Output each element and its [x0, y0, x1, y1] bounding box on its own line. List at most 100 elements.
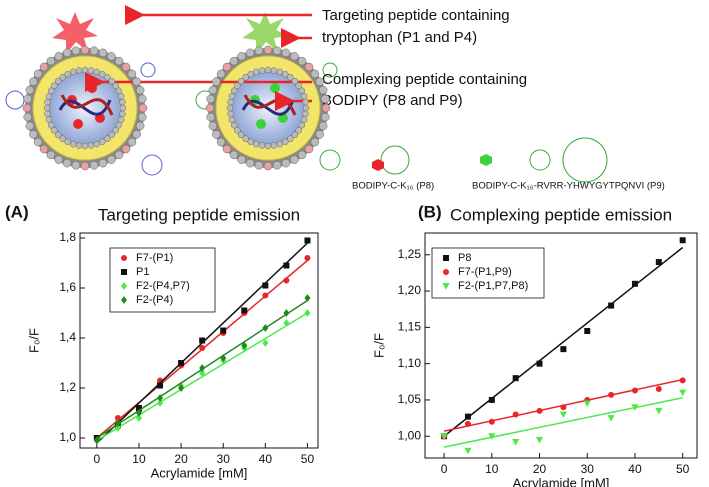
- diagram-label: Targeting peptide containing: [322, 7, 510, 24]
- lipid-head: [132, 130, 141, 139]
- lipid-head: [281, 158, 291, 168]
- lipid-head: [228, 93, 236, 100]
- lipid-head: [44, 110, 51, 118]
- point: [114, 419, 121, 427]
- red-star: [52, 12, 98, 54]
- lipid-head: [276, 68, 283, 76]
- point: [241, 341, 248, 350]
- lipid-head: [315, 77, 324, 86]
- lipid-head: [300, 93, 308, 100]
- lipid-head: [290, 52, 299, 61]
- lipid-head: [121, 62, 131, 72]
- lipid-head: [138, 94, 147, 104]
- x-tick-label: 0: [94, 452, 101, 466]
- point: [199, 345, 206, 351]
- point: [464, 420, 471, 427]
- diagram-label: tryptophan (P1 and P4): [322, 29, 477, 46]
- lipid-head: [135, 121, 145, 131]
- lipid-head: [234, 82, 241, 89]
- point: [135, 409, 142, 417]
- lipid-head: [64, 70, 71, 78]
- point: [536, 407, 543, 414]
- x-axis-label: Acrylamide [mM]: [151, 465, 248, 480]
- lipid-head: [64, 138, 71, 146]
- lipid-head: [33, 137, 43, 147]
- point: [304, 255, 311, 261]
- lipid-head: [310, 137, 320, 147]
- lipid-head: [117, 116, 125, 123]
- lipid-head: [59, 135, 66, 142]
- lipid-head: [23, 112, 32, 122]
- lipid-head: [264, 142, 272, 150]
- lipid-head: [222, 62, 232, 72]
- chart-title: Complexing peptide emission: [450, 205, 672, 224]
- lipid-head: [229, 56, 239, 66]
- lipid-head: [89, 46, 99, 55]
- lipid-head: [263, 45, 273, 55]
- lipid-head: [98, 158, 108, 168]
- bodipy-p8: [372, 159, 384, 171]
- x-tick-label: 50: [676, 462, 690, 476]
- lipid-head: [54, 155, 63, 164]
- lipid-head: [80, 161, 90, 171]
- lipid-head: [119, 98, 126, 106]
- point: [679, 389, 687, 397]
- lipid-head: [281, 48, 291, 58]
- lipid-head: [138, 112, 147, 122]
- point: [655, 386, 662, 393]
- lipid-head: [115, 122, 123, 129]
- point: [679, 237, 686, 244]
- y-tick-label: 1,15: [398, 320, 422, 334]
- point: [464, 447, 472, 455]
- lipid-head: [227, 110, 234, 118]
- lipid-head: [29, 77, 38, 86]
- lipid-head: [98, 48, 108, 58]
- lipid-head: [298, 122, 306, 129]
- y-tick-label: 1,10: [398, 356, 422, 370]
- point: [608, 391, 615, 398]
- x-axis-label: Acrylamide [mM]: [513, 475, 610, 487]
- lipid-head: [229, 150, 239, 160]
- lipid-head: [46, 150, 56, 160]
- lipid-head: [230, 87, 238, 94]
- lipid-head: [44, 98, 51, 106]
- point: [512, 439, 520, 446]
- lipid-head: [321, 103, 331, 113]
- point: [304, 294, 311, 302]
- lipid-head: [54, 77, 62, 85]
- lipid-head: [108, 77, 116, 85]
- lipid-head: [135, 85, 145, 95]
- x-tick-label: 40: [628, 462, 642, 476]
- lipid-head: [237, 155, 246, 164]
- lipid-head: [212, 77, 221, 86]
- lipid-head: [247, 70, 254, 78]
- lipid-head: [99, 138, 106, 146]
- legend-marker: [442, 283, 450, 290]
- point: [262, 292, 269, 299]
- lipid-head: [51, 82, 58, 89]
- point: [488, 396, 495, 403]
- point: [135, 405, 142, 411]
- x-tick-label: 10: [132, 452, 146, 466]
- peptide-clusters-blue: [5, 62, 163, 176]
- lipid-head: [62, 48, 72, 58]
- lipid-head: [138, 103, 148, 113]
- lipid-head: [127, 137, 137, 147]
- lipid-head: [114, 56, 124, 66]
- point: [157, 382, 164, 389]
- lipid-head: [81, 66, 89, 74]
- lipid-head: [47, 87, 55, 94]
- point: [608, 302, 615, 309]
- lipid-head: [93, 68, 100, 76]
- point: [631, 404, 639, 411]
- point: [199, 337, 206, 344]
- legend-marker: [443, 269, 449, 275]
- legend-box: [431, 247, 545, 299]
- lipid-head: [70, 68, 77, 76]
- plot-frame: [79, 232, 319, 449]
- lipid-head: [39, 62, 49, 72]
- chart-title: Targeting peptide emission: [98, 205, 300, 224]
- lipid-head: [119, 104, 127, 112]
- plot-frame: [424, 232, 698, 459]
- lipid-head: [297, 56, 307, 66]
